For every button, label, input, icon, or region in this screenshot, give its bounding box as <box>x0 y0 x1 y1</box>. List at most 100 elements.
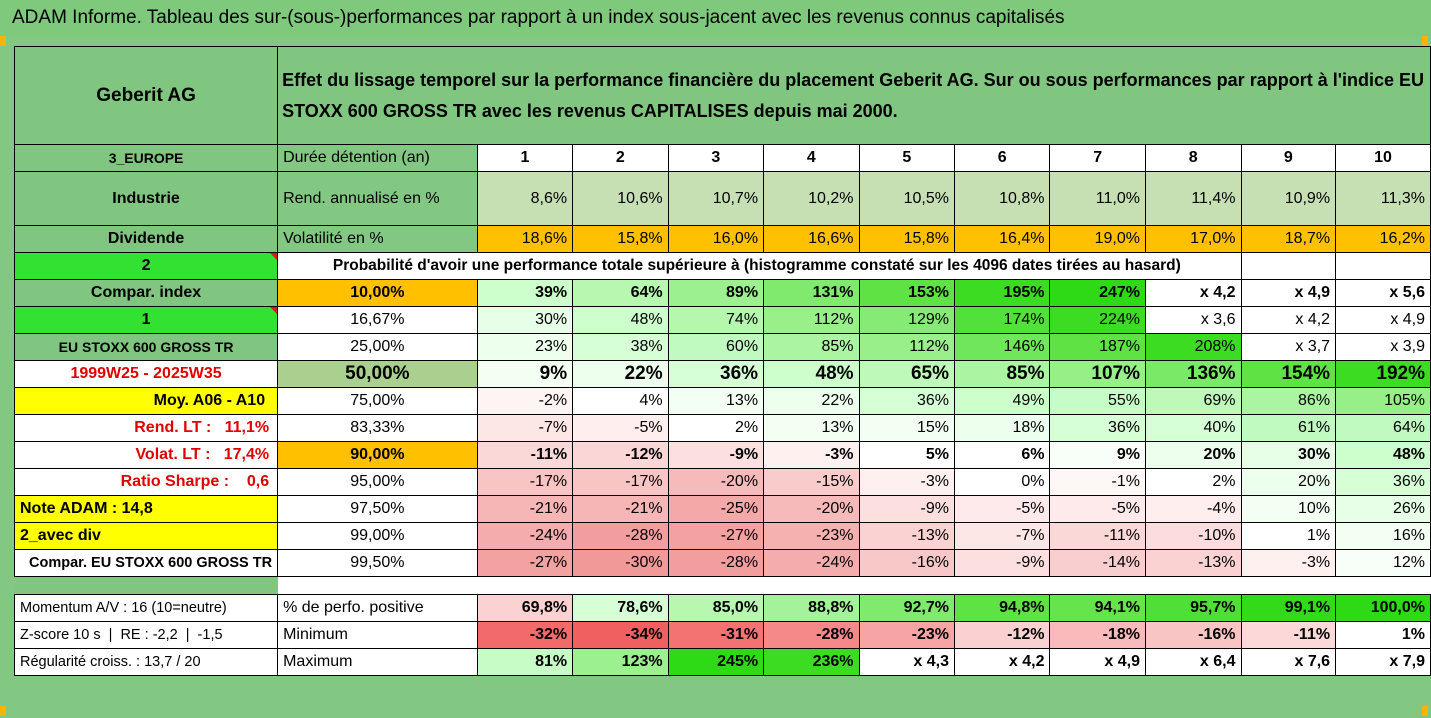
perf-cell[interactable]: -1% <box>1049 468 1146 496</box>
period-cell[interactable]: 1999W25 - 2025W35 <box>13 360 279 388</box>
perf-cell[interactable]: 224% <box>1049 306 1146 334</box>
year-header[interactable]: 1 <box>476 144 574 172</box>
positive-pct-cell[interactable]: 85,0% <box>667 594 765 622</box>
moy-cell[interactable]: Moy. A06 - A10 <box>13 387 279 415</box>
positive-pct-cell[interactable]: 92,7% <box>858 594 956 622</box>
perf-cell[interactable]: 105% <box>1335 387 1431 415</box>
perf-cell[interactable]: 48% <box>1335 441 1431 469</box>
maximum-cell[interactable]: x 6,4 <box>1144 648 1242 676</box>
probability-level-cell[interactable]: 10,00% <box>277 279 478 307</box>
perf-cell[interactable]: -3% <box>763 441 860 469</box>
perf-cell[interactable]: 13% <box>667 387 765 415</box>
perf-cell[interactable]: -11% <box>1049 522 1146 550</box>
probability-level-cell[interactable]: 99,50% <box>277 549 478 577</box>
perf-cell[interactable]: 13% <box>763 414 860 442</box>
vol-cell[interactable]: 15,8% <box>572 225 669 253</box>
momentum-cell[interactable]: Momentum A/V : 16 (10=neutre) <box>13 594 279 622</box>
perf-cell[interactable]: x 4,2 <box>1240 306 1337 334</box>
positive-pct-cell[interactable]: 94,8% <box>953 594 1051 622</box>
vol-cell[interactable]: 15,8% <box>858 225 956 253</box>
vol-cell[interactable]: 17,0% <box>1144 225 1242 253</box>
index-name-cell[interactable]: EU STOXX 600 GROSS TR <box>13 333 279 361</box>
year-header[interactable]: 10 <box>1335 144 1431 172</box>
region-cell[interactable]: 3_EUROPE <box>13 144 279 172</box>
perf-cell[interactable]: 49% <box>953 387 1051 415</box>
perf-cell[interactable]: 195% <box>953 279 1051 307</box>
dividend-value-cell[interactable]: 2 <box>13 252 279 280</box>
perf-cell[interactable]: -14% <box>1049 549 1146 577</box>
note-cell[interactable]: Note ADAM : 14,8 <box>13 495 279 523</box>
rend-cell[interactable]: 11,4% <box>1144 171 1242 226</box>
perf-cell[interactable]: -27% <box>476 549 574 577</box>
perf-cell[interactable]: 0% <box>953 468 1051 496</box>
perf-cell[interactable]: 55% <box>1049 387 1146 415</box>
perf-cell[interactable]: -15% <box>763 468 860 496</box>
probability-level-cell[interactable]: 97,50% <box>277 495 478 523</box>
positive-pct-cell[interactable]: 69,8% <box>476 594 574 622</box>
perf-cell[interactable]: -20% <box>667 468 765 496</box>
maximum-cell[interactable]: 236% <box>763 648 860 676</box>
perf-cell[interactable]: 64% <box>1335 414 1431 442</box>
perf-cell[interactable]: -10% <box>1144 522 1242 550</box>
perf-cell[interactable]: 12% <box>1335 549 1431 577</box>
perf-cell[interactable]: 15% <box>858 414 956 442</box>
perf-cell[interactable]: -13% <box>858 522 956 550</box>
vol-cell[interactable]: 18,6% <box>476 225 574 253</box>
sector-cell[interactable]: Industrie <box>13 171 279 226</box>
perf-cell[interactable]: 22% <box>763 387 860 415</box>
year-header[interactable]: 6 <box>953 144 1051 172</box>
positive-pct-cell[interactable]: 94,1% <box>1049 594 1146 622</box>
perf-cell[interactable]: 86% <box>1240 387 1337 415</box>
volat-lt-cell[interactable]: Volat. LT : 17,4% <box>13 441 279 469</box>
perf-cell[interactable]: 61% <box>1240 414 1337 442</box>
positive-pct-cell[interactable]: 88,8% <box>763 594 860 622</box>
perf-cell[interactable]: 10% <box>1240 495 1337 523</box>
perf-cell[interactable]: 131% <box>763 279 860 307</box>
probability-level-cell[interactable]: 83,33% <box>277 414 478 442</box>
minimum-cell[interactable]: -18% <box>1049 621 1146 649</box>
perf-cell[interactable]: 30% <box>1240 441 1337 469</box>
rend-cell[interactable]: 10,8% <box>953 171 1051 226</box>
perf-cell[interactable]: -2% <box>476 387 574 415</box>
perf-cell[interactable]: x 4,9 <box>1240 279 1337 307</box>
maximum-cell[interactable]: x 7,9 <box>1335 648 1431 676</box>
perf-cell[interactable]: 36% <box>667 360 765 388</box>
perf-cell[interactable]: 36% <box>1049 414 1146 442</box>
perf-cell[interactable]: -5% <box>1049 495 1146 523</box>
year-header[interactable]: 4 <box>763 144 860 172</box>
probability-level-cell[interactable]: 99,00% <box>277 522 478 550</box>
compar-value-cell[interactable]: 1 <box>13 306 279 334</box>
perf-cell[interactable]: x 4,9 <box>1335 306 1431 334</box>
perf-cell[interactable]: -23% <box>763 522 860 550</box>
perf-cell[interactable]: 2% <box>1144 468 1242 496</box>
asset-name[interactable]: Geberit AG <box>13 46 279 145</box>
perf-cell[interactable]: -28% <box>667 549 765 577</box>
perf-cell[interactable]: 112% <box>763 306 860 334</box>
perf-cell[interactable]: 36% <box>858 387 956 415</box>
perf-cell[interactable]: 192% <box>1335 360 1431 388</box>
perf-cell[interactable]: 39% <box>476 279 574 307</box>
minimum-cell[interactable]: -23% <box>858 621 956 649</box>
minimum-cell[interactable]: -34% <box>572 621 669 649</box>
perf-cell[interactable]: -12% <box>572 441 669 469</box>
vol-cell[interactable]: 19,0% <box>1049 225 1146 253</box>
perf-cell[interactable]: x 5,6 <box>1335 279 1431 307</box>
perf-cell[interactable]: -16% <box>858 549 956 577</box>
perf-cell[interactable]: -30% <box>572 549 669 577</box>
compar-index-label[interactable]: Compar. index <box>13 279 279 307</box>
maximum-cell[interactable]: x 4,2 <box>953 648 1051 676</box>
perf-cell[interactable]: -28% <box>572 522 669 550</box>
compar-full-cell[interactable]: Compar. EU STOXX 600 GROSS TR <box>13 549 279 577</box>
perf-cell[interactable]: x 3,7 <box>1240 333 1337 361</box>
perf-cell[interactable]: 9% <box>476 360 574 388</box>
perf-cell[interactable]: -4% <box>1144 495 1242 523</box>
perf-cell[interactable]: 208% <box>1144 333 1242 361</box>
perf-cell[interactable]: -3% <box>1240 549 1337 577</box>
perf-cell[interactable]: 1% <box>1240 522 1337 550</box>
probability-level-cell[interactable]: 95,00% <box>277 468 478 496</box>
perf-cell[interactable]: 65% <box>858 360 956 388</box>
perf-cell[interactable]: -7% <box>476 414 574 442</box>
perf-cell[interactable]: -5% <box>953 495 1051 523</box>
perf-cell[interactable]: -17% <box>572 468 669 496</box>
year-header[interactable]: 8 <box>1144 144 1242 172</box>
